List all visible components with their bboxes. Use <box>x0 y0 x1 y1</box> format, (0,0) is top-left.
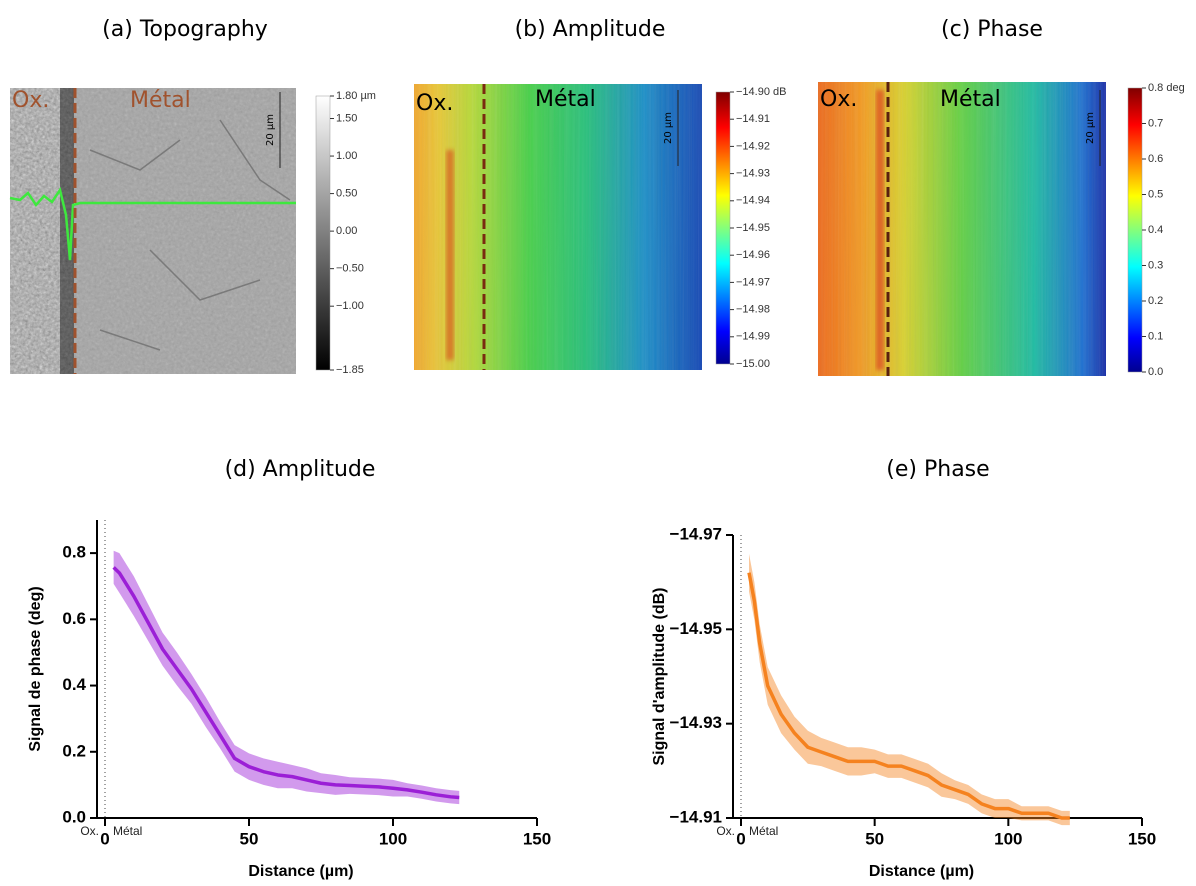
annotation: Métal <box>749 824 778 838</box>
colorbar-tick-label: −14.98 <box>736 304 770 316</box>
x-axis-label: Distance (µm) <box>248 863 353 880</box>
colorbar-tick-label: −14.97 <box>736 276 770 288</box>
y-axis-label: Signal d'amplitude (dB) <box>651 587 668 765</box>
annotation: Ox. <box>80 824 99 838</box>
colorbar-tick-label: −1.00 <box>336 300 364 312</box>
data-line <box>747 572 1070 820</box>
annotation: Ox. <box>716 824 735 838</box>
panel-title: (d) Amplitude <box>225 457 376 482</box>
y-tick-label: −14.91 <box>670 807 722 826</box>
colorbar-tick-label: 0.0 <box>1148 366 1163 378</box>
colorbar-tick-label: 0.5 <box>1148 188 1163 200</box>
colorbar-tick-label: 0.6 <box>1148 153 1163 165</box>
x-axis-label: Distance (µm) <box>869 863 974 880</box>
y-tick-label: 0.4 <box>62 675 86 694</box>
colorbar-tick-label: 0.7 <box>1148 117 1163 129</box>
amplitude-map <box>414 84 702 370</box>
colorbar-tick-label: 0.4 <box>1148 224 1163 236</box>
map-annotation: Métal <box>940 87 1001 112</box>
map-annotation: Ox. <box>820 87 857 112</box>
colorbar-tick-label: −14.99 <box>736 331 770 343</box>
x-tick-label: 0 <box>100 829 109 848</box>
x-tick-label: 150 <box>523 829 551 848</box>
colorbar-tick-label: 0.1 <box>1148 330 1163 342</box>
y-tick-label: 0.0 <box>62 807 86 826</box>
x-tick-label: 0 <box>736 829 745 848</box>
map-annotation: Ox. <box>12 88 49 113</box>
colorbar-tick-label: 1.80 µm <box>336 90 376 102</box>
y-axis-label: Signal de phase (deg) <box>27 586 44 751</box>
colorbar-tick-label: 0.2 <box>1148 295 1163 307</box>
x-tick-label: 150 <box>1128 829 1156 848</box>
map-annotation: Ox. <box>416 91 453 116</box>
x-tick-label: 100 <box>994 829 1022 848</box>
annotation: Métal <box>113 824 142 838</box>
colorbar-tick-label: −14.93 <box>736 168 770 180</box>
phase-map <box>818 82 1106 376</box>
colorbar <box>1127 87 1143 373</box>
x-tick-label: 100 <box>379 829 407 848</box>
y-tick-label: −14.93 <box>670 713 722 732</box>
map-annotation: Métal <box>535 87 596 112</box>
colorbar-tick-label: −14.96 <box>736 249 770 261</box>
error-band <box>749 553 1070 826</box>
x-tick-label: 50 <box>240 829 259 848</box>
colorbar-tick-label: 0.8 deg <box>1148 82 1185 94</box>
colorbar-tick-label: 0.00 <box>336 225 357 237</box>
scale-bar-label: 20 µm <box>265 114 276 146</box>
colorbar-tick-label: −14.90 dB <box>736 86 786 98</box>
panel-title: (b) Amplitude <box>515 17 666 42</box>
colorbar-tick-label: −1.85 <box>336 364 364 376</box>
y-tick-label: 0.2 <box>62 741 86 760</box>
y-tick-label: 0.8 <box>62 543 86 562</box>
colorbar-tick-label: −14.91 <box>736 113 770 125</box>
scale-bar-label: 20 µm <box>1085 112 1096 144</box>
y-tick-label: −14.95 <box>670 619 722 638</box>
y-tick-label: 0.6 <box>62 609 86 628</box>
topography-map <box>9 88 296 374</box>
map-annotation: Métal <box>130 88 191 113</box>
colorbar <box>715 91 731 365</box>
x-tick-label: 50 <box>865 829 884 848</box>
colorbar-tick-label: −14.95 <box>736 222 770 234</box>
panel-title: (c) Phase <box>941 17 1043 42</box>
colorbar-tick-label: 1.00 <box>336 150 357 162</box>
colorbar-tick-label: −14.94 <box>736 195 770 207</box>
colorbar-tick-label: −14.92 <box>736 140 770 152</box>
error-band <box>113 550 460 805</box>
colorbar-tick-label: 0.50 <box>336 187 357 199</box>
colorbar-tick-label: 0.3 <box>1148 259 1163 271</box>
scale-bar-label: 20 µm <box>663 112 674 144</box>
panel-title: (e) Phase <box>886 457 989 482</box>
colorbar-tick-label: −15.00 <box>736 358 770 370</box>
data-line <box>112 566 460 800</box>
colorbar-tick-label: −0.50 <box>336 263 364 275</box>
colorbar-tick-label: 1.50 <box>336 112 357 124</box>
panel-title: (a) Topography <box>102 17 268 42</box>
colorbar <box>315 95 331 371</box>
y-tick-label: −14.97 <box>670 524 722 543</box>
